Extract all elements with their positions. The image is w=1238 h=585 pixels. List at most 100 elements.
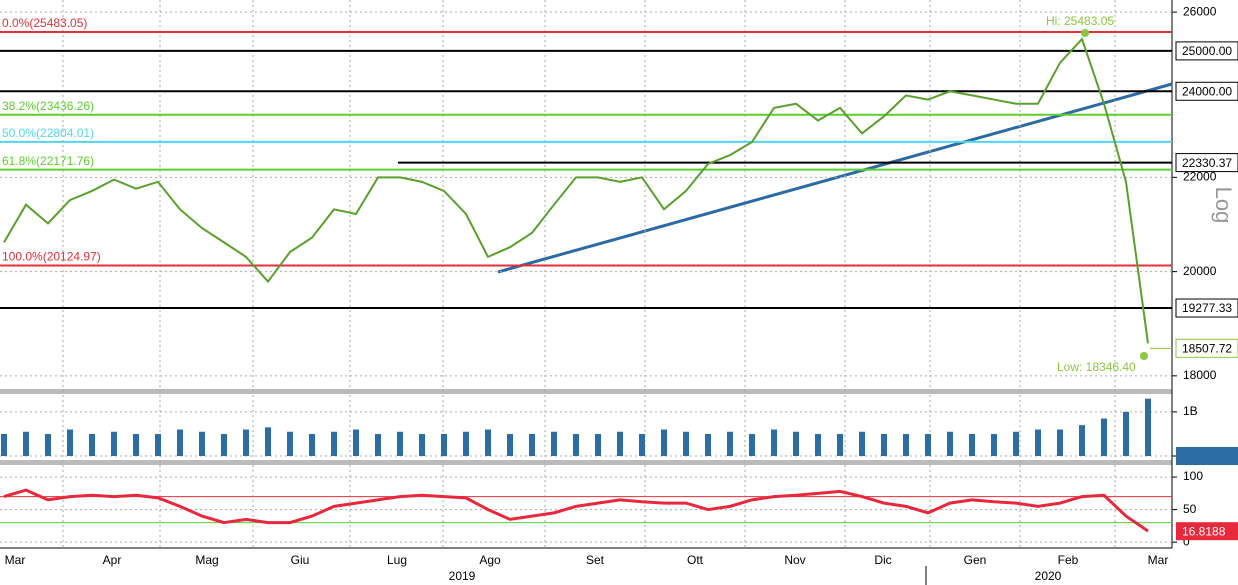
x-tick-label: Giu [291,553,310,567]
volume-bar [199,431,205,456]
value-box [1175,153,1238,173]
value-box [1176,447,1238,465]
x-tick-label: Apr [103,553,122,567]
value-box-label: 24000.00 [1182,84,1232,98]
value-box [1175,338,1238,358]
year-label: 2019 [449,569,476,583]
panel-separator [0,460,1172,465]
volume-bar [221,433,227,456]
volume-bar [111,431,117,456]
hi-marker [1081,29,1089,37]
volume-bar [529,433,535,456]
volume-bar [925,433,931,456]
volume-bar [353,429,359,456]
y-tick-label: 100 [1183,469,1203,483]
x-tick-label: Ott [687,553,704,567]
volume-bar [463,431,469,456]
volume-bar [45,433,51,456]
x-tick-label: Ago [479,553,501,567]
x-tick-label: Set [586,553,605,567]
volume-bar [947,431,953,456]
x-tick-label: Nov [784,553,805,567]
volume-bar [881,433,887,456]
volume-bar [397,431,403,456]
volume-bar [441,433,447,456]
value-box [1175,41,1238,61]
value-box-label: 25000.00 [1182,44,1232,58]
y-tick-label: 18000 [1183,368,1217,382]
fib-label: 38.2%(23436.26) [2,99,94,113]
volume-bar [683,431,689,456]
volume-bar [507,433,513,456]
low-annotation: Low: 18346.40 [1057,360,1136,374]
volume-bar [1123,411,1129,456]
volume-bar [243,429,249,456]
y-tick-label: 20000 [1183,264,1217,278]
value-box-label: 22330.37 [1182,156,1232,170]
volume-bar [617,431,623,456]
volume-bar [903,433,909,456]
volume-bar [969,433,975,456]
value-box-label: 19277.33 [1182,301,1232,315]
volume-bar [1145,398,1151,456]
volume-bar [771,429,777,456]
volume-bar [155,433,161,456]
x-tick-label: Mag [195,553,218,567]
y-tick-label: 26000 [1183,4,1217,18]
volume-bar [1079,425,1085,456]
volume-bar [551,431,557,456]
volume-bar [595,433,601,456]
fib-label: 100.0%(20124.97) [2,250,101,264]
volume-bar [639,433,645,456]
volume-bar [375,433,381,456]
fib-label: 61.8%(22171.76) [2,154,94,168]
volume-bar [1101,418,1107,456]
volume-bar [1013,431,1019,456]
year-label: 2020 [1035,569,1062,583]
panel-separator [0,389,1172,394]
volume-bar [177,429,183,456]
volume-bar [859,431,865,456]
volume-bar [727,431,733,456]
fib-label: 50.0%(22804.01) [2,126,94,140]
x-tick-label: Mar [1148,553,1169,567]
x-tick-label: Feb [1058,553,1079,567]
fib-label: 0.0%(25483.05) [2,16,87,30]
hi-annotation: Hi: 25483.05 [1046,14,1114,28]
y-tick-label: 50 [1183,502,1197,516]
y-tick-label: 22000 [1183,170,1217,184]
volume-bar [991,433,997,456]
value-box [1175,81,1238,101]
volume-bar [23,431,29,456]
volume-bar [309,433,315,456]
volume-bar [705,433,711,456]
volume-bar [265,427,271,456]
y-tick-label: 1B [1183,404,1198,418]
y-tick-label: 0 [1183,534,1190,548]
volume-bar [287,431,293,456]
volume-bar [133,433,139,456]
volume-bar [419,433,425,456]
volume-bar [485,429,491,456]
volume-bar [661,429,667,456]
value-box-label: 18507.72 [1182,341,1232,355]
volume-bar [89,433,95,456]
value-box-label: 16.8188 [1182,524,1226,538]
volume-bar [1057,429,1063,456]
scale-label: Log [1211,187,1236,224]
volume-bar [815,433,821,456]
x-tick-label: Gen [964,553,987,567]
volume-bar [793,431,799,456]
value-box [1176,522,1238,541]
volume-bar [331,431,337,456]
price-line [3,37,1149,344]
value-box [1175,298,1238,318]
volume-bar [837,433,843,456]
x-tick-label: Mar [5,553,26,567]
x-tick-label: Dic [874,553,891,567]
low-marker [1140,352,1148,360]
volume-bar [1,433,7,456]
volume-bar [749,433,755,456]
volume-bar [1035,429,1041,456]
